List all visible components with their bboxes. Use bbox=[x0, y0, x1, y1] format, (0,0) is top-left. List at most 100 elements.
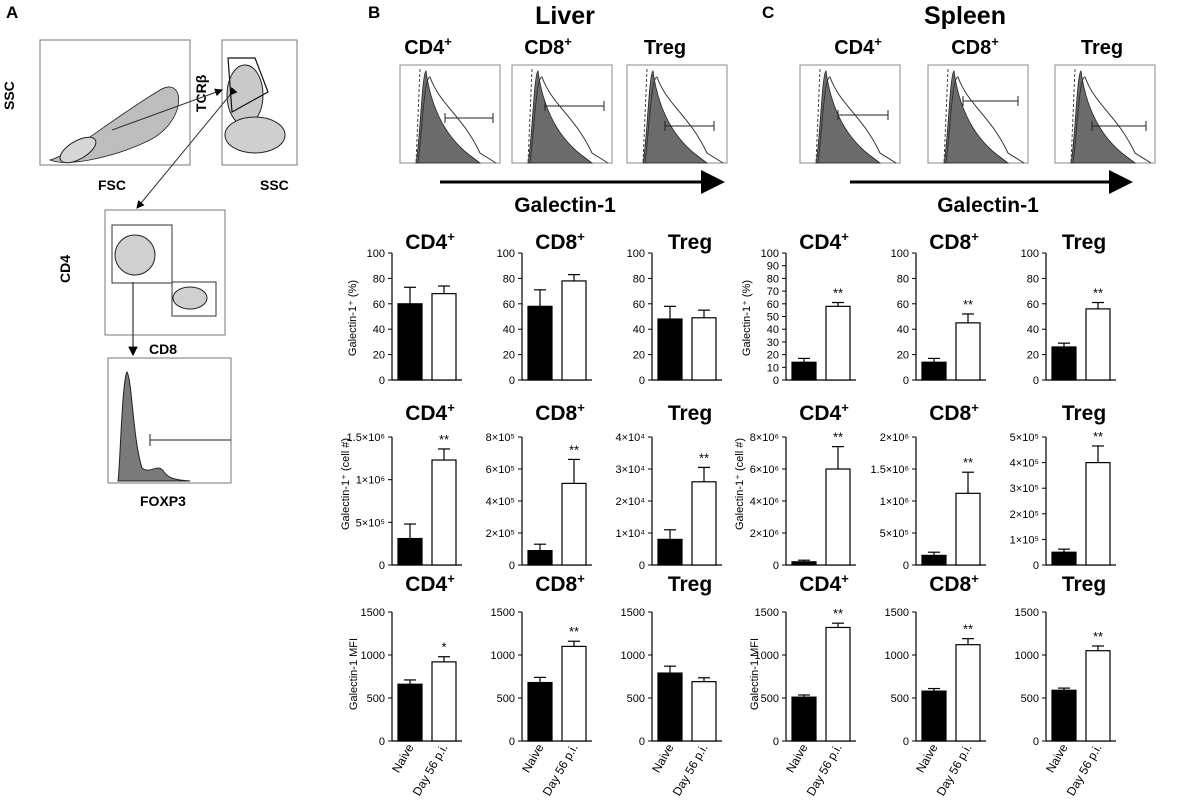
isotype-histogram bbox=[642, 70, 709, 164]
y-tick-label: 8×10⁵ bbox=[486, 432, 515, 444]
bar-naive bbox=[657, 318, 683, 381]
y-tick-label: 5×10⁵ bbox=[1010, 432, 1039, 444]
galectin-histograms bbox=[399, 64, 1156, 164]
y-tick-label: 80 bbox=[633, 273, 645, 285]
y-tick-label: 1500 bbox=[491, 607, 515, 619]
chart-title-text: CD8 bbox=[929, 573, 971, 596]
y-tick-label: 100 bbox=[761, 248, 779, 260]
y-tick-label: 20 bbox=[1027, 350, 1039, 362]
y-tick-label: 3×10⁵ bbox=[1010, 483, 1039, 495]
chart-title-plus: + bbox=[577, 571, 585, 586]
plot-tcr-ssc: TCRβ SSC bbox=[193, 39, 298, 193]
y-tick-label: 50 bbox=[767, 312, 779, 324]
significance-label: ** bbox=[963, 455, 973, 470]
bar-day56 bbox=[431, 661, 457, 742]
y-tick-label: 0 bbox=[639, 560, 645, 572]
ylabel-percent-liver: Galectin-1⁺ (%) bbox=[347, 280, 359, 356]
y-tick-label: 0 bbox=[903, 375, 909, 387]
chart-title: CD4+ bbox=[405, 229, 455, 254]
ssc-axis-label: SSC bbox=[1, 81, 17, 110]
x-category-label: Naive bbox=[519, 741, 547, 775]
significance-label: ** bbox=[1093, 429, 1103, 444]
bar-day56 bbox=[825, 468, 851, 566]
bar-naive bbox=[527, 681, 553, 742]
chart-title-text: CD8 bbox=[535, 573, 577, 596]
bar-chart-B-percent-Treg: Treg 0 20 40 60 80 100 bbox=[627, 231, 722, 387]
y-tick-label: 80 bbox=[767, 273, 779, 285]
hist-title-cd8: CD8+ bbox=[951, 34, 999, 59]
y-tick-label: 90 bbox=[767, 261, 779, 273]
y-tick-label: 1500 bbox=[621, 607, 645, 619]
y-tick-label: 60 bbox=[767, 299, 779, 311]
chart-title-plus: + bbox=[971, 571, 979, 586]
lymphocyte-contour bbox=[59, 136, 97, 164]
bar-day56 bbox=[561, 280, 587, 381]
y-tick-label: 60 bbox=[897, 299, 909, 311]
x-category-label: Day 56 p.i. bbox=[1064, 742, 1105, 799]
chart-title: CD8+ bbox=[535, 229, 585, 254]
tcr-axis-label: TCRβ bbox=[193, 74, 209, 112]
chart-title: CD4+ bbox=[799, 571, 849, 596]
chart-title-plus: + bbox=[577, 229, 585, 244]
chart-title-plus: + bbox=[447, 571, 455, 586]
control-line bbox=[527, 68, 533, 164]
panel-a: A SSC FSC TCRβ SSC CD4 bbox=[1, 3, 298, 509]
y-tick-label: 20 bbox=[897, 350, 909, 362]
significance-label: ** bbox=[439, 432, 449, 447]
y-tick-label: 40 bbox=[633, 324, 645, 336]
bar-day56 bbox=[1085, 308, 1111, 381]
y-tick-label: 1.5×10⁶ bbox=[347, 432, 385, 444]
y-tick-label: 0 bbox=[773, 560, 779, 572]
chart-title: CD4+ bbox=[799, 229, 849, 254]
chart-title: Treg bbox=[1062, 231, 1106, 254]
y-tick-label: 0 bbox=[773, 375, 779, 387]
bar-day56 bbox=[431, 459, 457, 566]
bar-naive bbox=[921, 690, 947, 742]
spleen-hist-titles: CD4+ CD8+ Treg bbox=[834, 34, 1123, 59]
y-tick-label: 0 bbox=[903, 560, 909, 572]
plot-cd4-cd8: CD4 CD8 bbox=[57, 209, 226, 357]
chart-title: CD8+ bbox=[535, 400, 585, 425]
y-tick-label: 0 bbox=[379, 560, 385, 572]
ylabel-mfi-spleen: Galectin-1 MFI bbox=[749, 638, 761, 710]
bar-naive bbox=[397, 303, 423, 381]
y-tick-label: 0 bbox=[639, 375, 645, 387]
x-category-label: Naive bbox=[913, 741, 941, 775]
ylabel-count-liver: Galectin-1⁺ (cell #) bbox=[340, 438, 352, 530]
ylabel-count-spleen: Galectin-1⁺ (cell #) bbox=[734, 438, 746, 530]
y-tick-label: 80 bbox=[373, 273, 385, 285]
cd8-axis-label: CD8 bbox=[149, 341, 177, 357]
histogram-5 bbox=[1054, 64, 1156, 164]
histogram-3 bbox=[799, 64, 901, 164]
y-tick-label: 20 bbox=[373, 350, 385, 362]
tcr-negative-contour bbox=[224, 116, 286, 154]
y-tick-label: 20 bbox=[767, 350, 779, 362]
y-tick-label: 40 bbox=[1027, 324, 1039, 336]
y-tick-label: 100 bbox=[497, 248, 515, 260]
fsc-axis-label: FSC bbox=[98, 177, 126, 193]
chart-title-plus: + bbox=[841, 571, 849, 586]
significance-label: ** bbox=[569, 442, 579, 457]
chart-title: Treg bbox=[668, 573, 712, 596]
y-tick-label: 80 bbox=[503, 273, 515, 285]
y-tick-label: 60 bbox=[373, 299, 385, 311]
control-line bbox=[1070, 68, 1076, 164]
y-tick-label: 100 bbox=[367, 248, 385, 260]
y-tick-label: 1500 bbox=[885, 607, 909, 619]
bar-day56 bbox=[691, 481, 717, 566]
y-tick-label: 500 bbox=[627, 693, 645, 705]
y-tick-label: 3×10⁴ bbox=[615, 464, 645, 476]
chart-title-plus: + bbox=[841, 229, 849, 244]
y-tick-label: 5×10⁵ bbox=[880, 528, 909, 540]
chart-title: CD4+ bbox=[405, 400, 455, 425]
chart-title-text: Treg bbox=[668, 231, 712, 254]
y-tick-label: 500 bbox=[497, 693, 515, 705]
foxp3-axis-label: FOXP3 bbox=[140, 493, 186, 509]
